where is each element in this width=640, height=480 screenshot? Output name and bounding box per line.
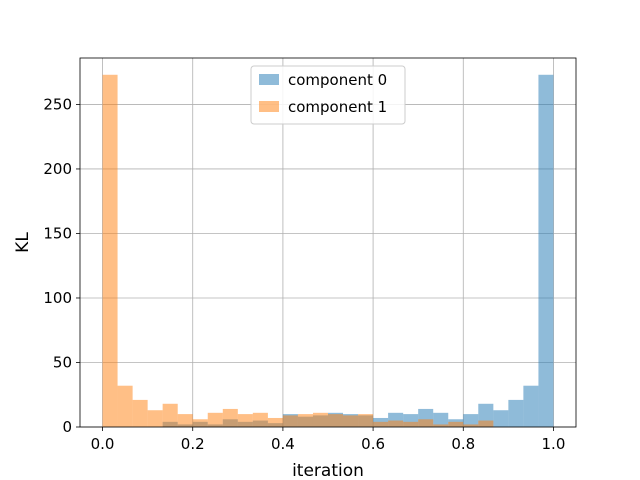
histogram-bar-component-0 (508, 399, 524, 427)
x-tick-label: 0.6 (361, 435, 385, 453)
x-tick-label: 1.0 (542, 435, 566, 453)
legend-box (250, 65, 406, 125)
histogram-bar-component-1 (463, 424, 479, 427)
y-tick-label: 250 (43, 95, 72, 113)
x-tick-label: 0.2 (181, 435, 205, 453)
histogram-bar-component-1 (433, 424, 449, 427)
x-tick-label: 0.4 (271, 435, 295, 453)
y-tick-label: 0 (62, 418, 72, 436)
histogram-bar-component-1 (162, 403, 178, 427)
legend: component 0 component 1 (250, 65, 406, 125)
histogram-bar-component-1 (147, 410, 163, 427)
histogram-bar-component-1 (358, 414, 374, 427)
histogram-bar-component-1 (132, 399, 148, 427)
histogram-bar-component-1 (478, 420, 494, 427)
histogram-bar-component-1 (102, 74, 118, 427)
histogram-bar-component-0 (433, 412, 449, 427)
histogram-bar-component-1 (343, 415, 359, 427)
histogram-bar-component-1 (252, 412, 268, 427)
histogram-bar-component-1 (117, 385, 133, 427)
legend-label: component 0 (288, 71, 387, 89)
histogram-bar-component-1 (328, 414, 344, 427)
histogram-bar-component-1 (418, 419, 434, 427)
histogram-bar-component-0 (538, 74, 554, 427)
histogram-bar-component-1 (297, 414, 313, 427)
y-tick-label: 100 (43, 289, 72, 307)
histogram-bar-component-1 (403, 421, 419, 427)
histogram-bar-component-1 (207, 412, 223, 427)
y-axis-label: KL (13, 232, 33, 253)
x-tick-label: 0.0 (91, 435, 115, 453)
histogram-bar-component-0 (463, 414, 479, 427)
histogram-bar-component-1 (267, 417, 283, 427)
y-tick-label: 50 (53, 353, 72, 371)
legend-swatch (259, 101, 279, 112)
axis-ticks: 0.0 0.2 0.4 0.6 0.8 1.0 0 50 100 150 200 250 (43, 95, 565, 453)
histogram-bar-component-1 (282, 415, 298, 427)
legend-swatch (259, 74, 279, 85)
histogram-bar-component-1 (312, 412, 328, 427)
histogram-bar-component-1 (222, 408, 238, 427)
x-axis-label: iteration (292, 461, 364, 480)
x-tick-label: 0.8 (451, 435, 475, 453)
histogram-bar-component-1 (388, 420, 404, 427)
y-tick-label: 200 (43, 160, 72, 178)
y-tick-label: 150 (43, 224, 72, 242)
histogram-bar-component-1 (237, 414, 253, 427)
histogram-bar-component-1 (192, 419, 208, 427)
histogram-bar-component-1 (177, 414, 193, 427)
histogram-bar-component-1 (448, 421, 464, 427)
histogram-bar-component-0 (523, 385, 539, 427)
histogram-bar-component-1 (373, 421, 389, 427)
histogram-bar-component-0 (493, 410, 509, 427)
bars (102, 74, 554, 427)
legend-label: component 1 (288, 98, 387, 116)
plot-frame (79, 57, 577, 428)
